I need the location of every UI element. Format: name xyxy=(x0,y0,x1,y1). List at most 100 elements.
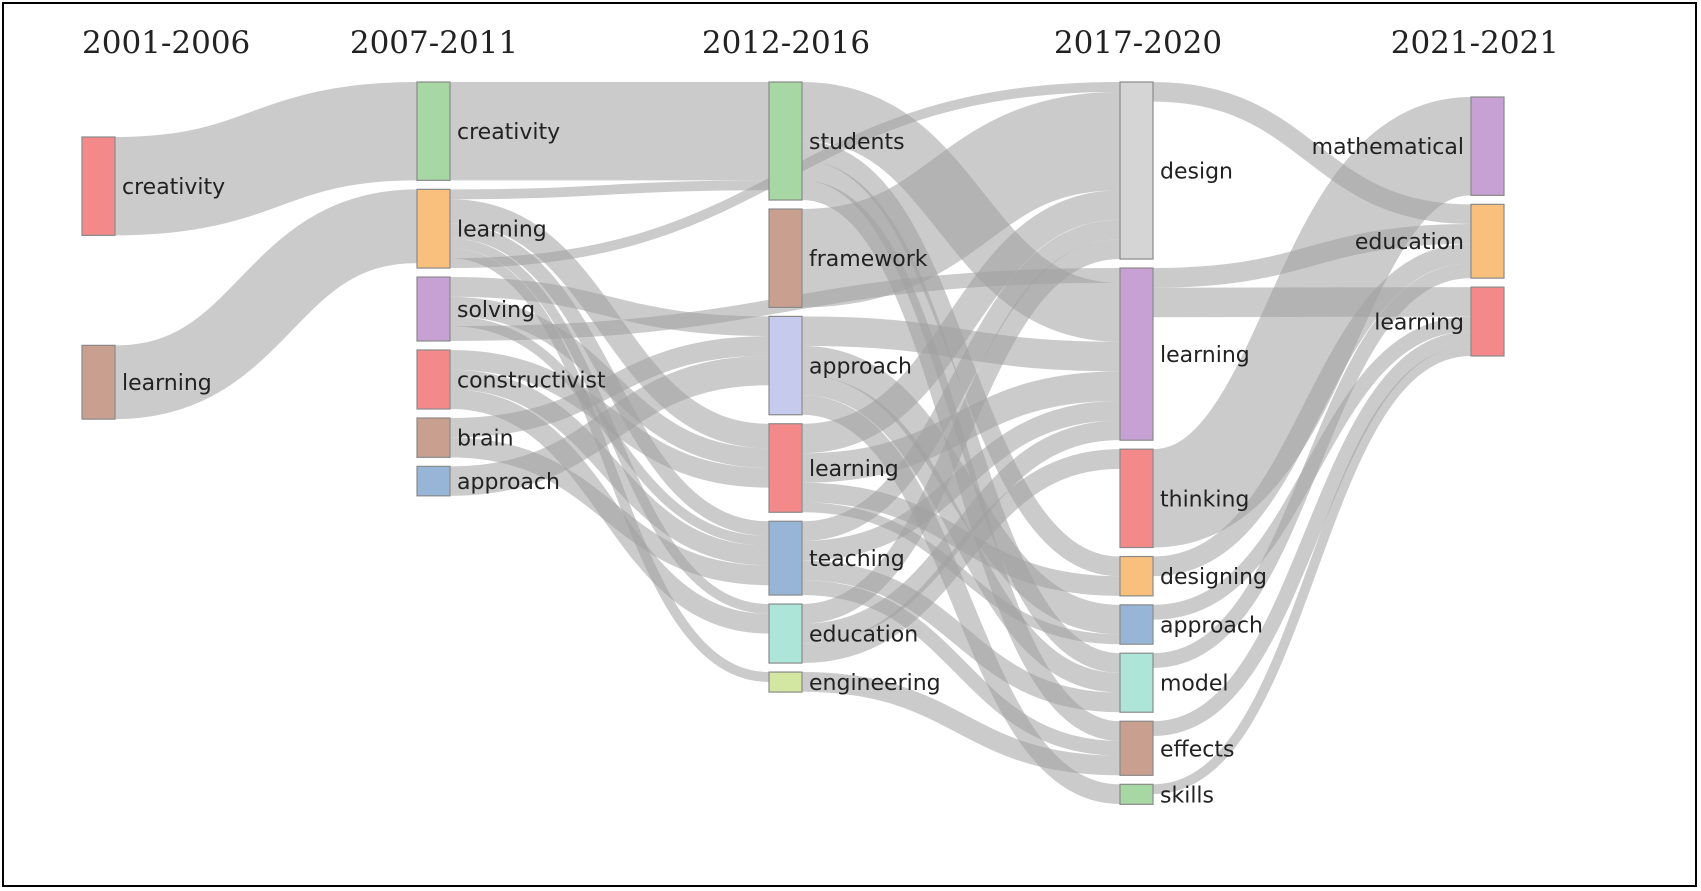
node-bar[interactable] xyxy=(416,417,451,458)
link-c1_approach-to-c2_approach xyxy=(449,355,770,496)
node-c1_brain[interactable]: brain xyxy=(416,417,514,458)
node-c3_thinking[interactable]: thinking xyxy=(1119,448,1249,549)
node-label: students xyxy=(809,130,905,155)
node-bar[interactable] xyxy=(1119,783,1154,805)
node-label: learning xyxy=(122,371,212,396)
link-c2_education-to-c3_design xyxy=(801,239,1121,624)
period-titles: 2001-2006 2007-2011 2012-2016 2017-2020 2021… xyxy=(82,25,1559,61)
node-c2_framework[interactable]: framework xyxy=(768,208,928,308)
node-c4_education[interactable]: education xyxy=(1355,203,1505,279)
node-label: skills xyxy=(1160,783,1214,808)
node-bar[interactable] xyxy=(768,520,803,596)
node-bar[interactable] xyxy=(1470,203,1505,279)
link-c2_teaching-to-c3_model xyxy=(801,560,1121,713)
node-c2_students[interactable]: students xyxy=(768,81,905,201)
sankey-diagram: creativity learning creativity learning solv… xyxy=(81,25,1559,808)
node-c3_approach[interactable]: approach xyxy=(1119,604,1263,645)
node-bar[interactable] xyxy=(768,315,803,416)
period-title: 2021-2021 xyxy=(1391,25,1559,61)
node-bar[interactable] xyxy=(416,349,451,410)
node-c1_approach[interactable]: approach xyxy=(416,465,560,497)
node-c2_approach[interactable]: approach xyxy=(768,315,912,416)
node-c0_learning[interactable]: learning xyxy=(81,344,212,420)
link-c1_learning-to-c2_students xyxy=(449,180,770,200)
node-c2_teaching[interactable]: teaching xyxy=(768,520,905,596)
node-c1_learning[interactable]: learning xyxy=(416,188,547,269)
node-label: engineering xyxy=(809,671,941,696)
node-bar[interactable] xyxy=(1470,96,1505,196)
node-label: learning xyxy=(457,218,547,243)
node-label: brain xyxy=(457,427,514,452)
link-c2_education-to-c3_learning xyxy=(801,420,1121,644)
node-c1_creativity[interactable]: creativity xyxy=(416,81,560,181)
node-label: approach xyxy=(457,470,560,495)
link-c1_constructivist-to-c2_teaching xyxy=(449,369,770,566)
node-label: solving xyxy=(457,298,535,323)
node-bar[interactable] xyxy=(1119,267,1154,441)
node-c3_skills[interactable]: skills xyxy=(1119,783,1214,808)
node-label: effects xyxy=(1160,737,1234,762)
node-bar[interactable] xyxy=(416,188,451,269)
node-label: education xyxy=(809,623,918,648)
node-c0_creativity[interactable]: creativity xyxy=(81,136,225,236)
node-c2_engineering[interactable]: engineering xyxy=(768,671,941,696)
node-c2_education[interactable]: education xyxy=(768,603,918,664)
node-bar[interactable] xyxy=(81,136,116,236)
node-bar[interactable] xyxy=(768,208,803,308)
node-c2_learning[interactable]: learning xyxy=(768,423,899,513)
node-c4_mathematical[interactable]: mathematical xyxy=(1312,96,1505,196)
node-label: approach xyxy=(1160,614,1263,639)
node-label: education xyxy=(1355,230,1464,255)
link-c2_education-to-c3_thinking xyxy=(801,449,1121,664)
node-label: learning xyxy=(809,457,899,482)
node-bar[interactable] xyxy=(768,81,803,201)
period-title: 2007-2011 xyxy=(350,25,518,61)
link-c1_brain-to-c2_approach xyxy=(449,336,770,438)
node-label: creativity xyxy=(457,120,560,145)
node-label: learning xyxy=(1374,311,1464,336)
node-c4_learning[interactable]: learning xyxy=(1374,286,1505,357)
node-label: learning xyxy=(1160,343,1250,368)
node-bar[interactable] xyxy=(416,81,451,181)
link-c1_solving-to-c2_approach xyxy=(449,277,770,337)
period-title: 2017-2020 xyxy=(1054,25,1222,61)
node-c3_model[interactable]: model xyxy=(1119,652,1229,713)
link-c3_skills-to-c4_learning xyxy=(1152,346,1472,795)
node-c3_learning[interactable]: learning xyxy=(1119,267,1250,441)
node-layer: creativity learning creativity learning solv… xyxy=(81,81,1505,808)
link-c3_thinking-to-c4_mathematical xyxy=(1149,97,1475,548)
node-label: teaching xyxy=(809,547,905,572)
node-label: model xyxy=(1160,672,1229,697)
node-bar[interactable] xyxy=(81,344,116,420)
node-bar[interactable] xyxy=(1119,555,1154,597)
node-bar[interactable] xyxy=(768,423,803,513)
link-c0_learning-to-c1_learning xyxy=(113,189,419,420)
node-bar[interactable] xyxy=(768,671,803,693)
node-bar[interactable] xyxy=(416,465,451,497)
node-bar[interactable] xyxy=(416,276,451,342)
link-c2_framework-to-c3_design xyxy=(800,91,1122,308)
link-c1_brain-to-c2_teaching xyxy=(449,437,770,586)
period-title: 2012-2016 xyxy=(702,25,870,61)
node-c3_designing[interactable]: designing xyxy=(1119,555,1267,597)
node-label: approach xyxy=(809,355,912,380)
node-c1_constructivist[interactable]: constructivist xyxy=(416,349,606,410)
node-bar[interactable] xyxy=(1119,720,1154,776)
node-bar[interactable] xyxy=(1119,81,1154,260)
node-bar[interactable] xyxy=(1119,652,1154,713)
link-c3_model-to-c4_education xyxy=(1152,263,1472,668)
period-title: 2001-2006 xyxy=(82,25,250,61)
node-c3_design[interactable]: design xyxy=(1119,81,1233,260)
link-c3_effects-to-c4_learning xyxy=(1152,331,1472,736)
node-bar[interactable] xyxy=(1119,448,1154,549)
node-bar[interactable] xyxy=(1470,286,1505,357)
link-c2_teaching-to-c3_design xyxy=(801,219,1121,541)
link-c3_designing-to-c4_education xyxy=(1152,243,1472,577)
node-c3_effects[interactable]: effects xyxy=(1119,720,1234,776)
node-bar[interactable] xyxy=(1119,604,1154,645)
node-label: constructivist xyxy=(457,368,606,393)
node-c1_solving[interactable]: solving xyxy=(416,276,535,342)
node-bar[interactable] xyxy=(768,603,803,664)
link-c0_creativity-to-c1_creativity xyxy=(114,81,418,236)
